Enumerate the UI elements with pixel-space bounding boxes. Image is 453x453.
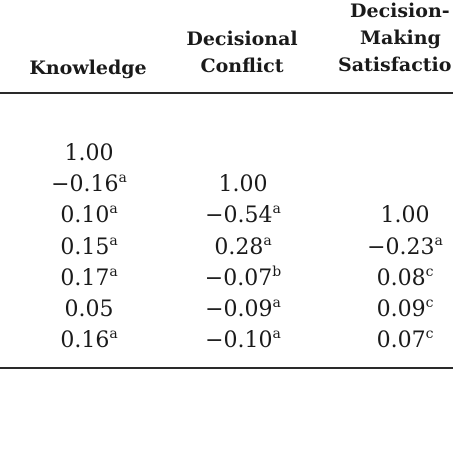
cell-value: 1.00 [218, 172, 268, 198]
cell-superscript: a [263, 232, 272, 249]
header-conflict-line-2: Conflict [200, 55, 284, 77]
cell-value: −0.07 [204, 265, 273, 291]
cell-conflict-row-5: −0.07b [205, 263, 281, 294]
cell-satisfaction-row-5: 0.08c [377, 263, 434, 294]
cell-value: −0.09 [205, 297, 273, 322]
cell-value: −0.54 [205, 203, 273, 229]
cell-superscript: b [272, 263, 282, 280]
cell-satisfaction-row-6: 0.09c [377, 294, 434, 325]
cell-value: 1.00 [64, 141, 114, 166]
cell-value: 0.09 [376, 297, 426, 322]
cell-value: 0.05 [64, 297, 114, 322]
cell-knowledge-row-2: −0.16a [51, 169, 127, 200]
header-decision-making-satisfaction: Decision- Making Satisfactio [332, 0, 453, 79]
cell-value: 0.28 [214, 234, 264, 260]
cell-superscript: a [118, 170, 127, 187]
cell-conflict-row-4: 0.28a [214, 232, 271, 263]
cell-satisfaction-row-4: −0.23a [367, 232, 443, 263]
cell-knowledge-row-1: 1.00 [65, 138, 114, 169]
cell-value: −0.23 [367, 234, 435, 260]
cell-conflict-row-2: 1.00 [219, 169, 268, 200]
cell-value: 0.16 [60, 328, 110, 354]
cell-knowledge-row-4: 0.15a [60, 232, 117, 263]
cell-superscript: a [109, 201, 118, 218]
cell-superscript: c [425, 263, 434, 280]
bottom-rule [0, 367, 453, 369]
cell-value: 0.08 [376, 265, 426, 291]
header-satisfaction-line-1: Decision- [350, 0, 450, 22]
cell-superscript: a [109, 263, 118, 280]
cell-conflict-row-6: −0.09a [205, 294, 281, 325]
cell-knowledge-row-6: 0.05 [65, 294, 114, 325]
header-conflict-line-1: Decisional [186, 28, 298, 50]
header-satisfaction-line-3: Satisfactio [338, 54, 452, 76]
cell-value: 0.10 [60, 203, 110, 229]
cell-superscript: a [109, 232, 118, 249]
cell-superscript: a [272, 326, 281, 343]
cell-knowledge-row-3: 0.10a [60, 200, 117, 231]
cell-value: −0.10 [205, 328, 273, 354]
cell-superscript: c [425, 295, 434, 311]
cell-superscript: c [425, 326, 434, 343]
cell-value: 0.15 [60, 234, 110, 260]
header-decisional-conflict: Decisional Conflict [172, 26, 312, 80]
cell-superscript: a [109, 326, 118, 343]
header-satisfaction-line-2: Making [360, 27, 441, 49]
cell-satisfaction-row-7: 0.07c [377, 325, 434, 356]
header-knowledge-line: Knowledge [29, 57, 147, 79]
cell-knowledge-row-7: 0.16a [60, 325, 117, 356]
header-rule [0, 92, 453, 94]
cell-value: 0.17 [60, 265, 110, 291]
cell-conflict-row-7: −0.10a [205, 325, 281, 356]
cell-satisfaction-row-3: 1.00 [381, 200, 430, 231]
cell-value: 0.07 [376, 328, 426, 354]
cell-knowledge-row-5: 0.17a [60, 263, 117, 294]
cell-superscript: a [272, 201, 281, 218]
cell-superscript: a [434, 232, 443, 249]
cell-superscript: a [272, 295, 281, 311]
cell-conflict-row-3: −0.54a [205, 200, 281, 231]
cell-value: 1.00 [380, 203, 430, 229]
header-knowledge: Knowledge [18, 55, 158, 82]
cell-value: −0.16 [51, 172, 119, 198]
